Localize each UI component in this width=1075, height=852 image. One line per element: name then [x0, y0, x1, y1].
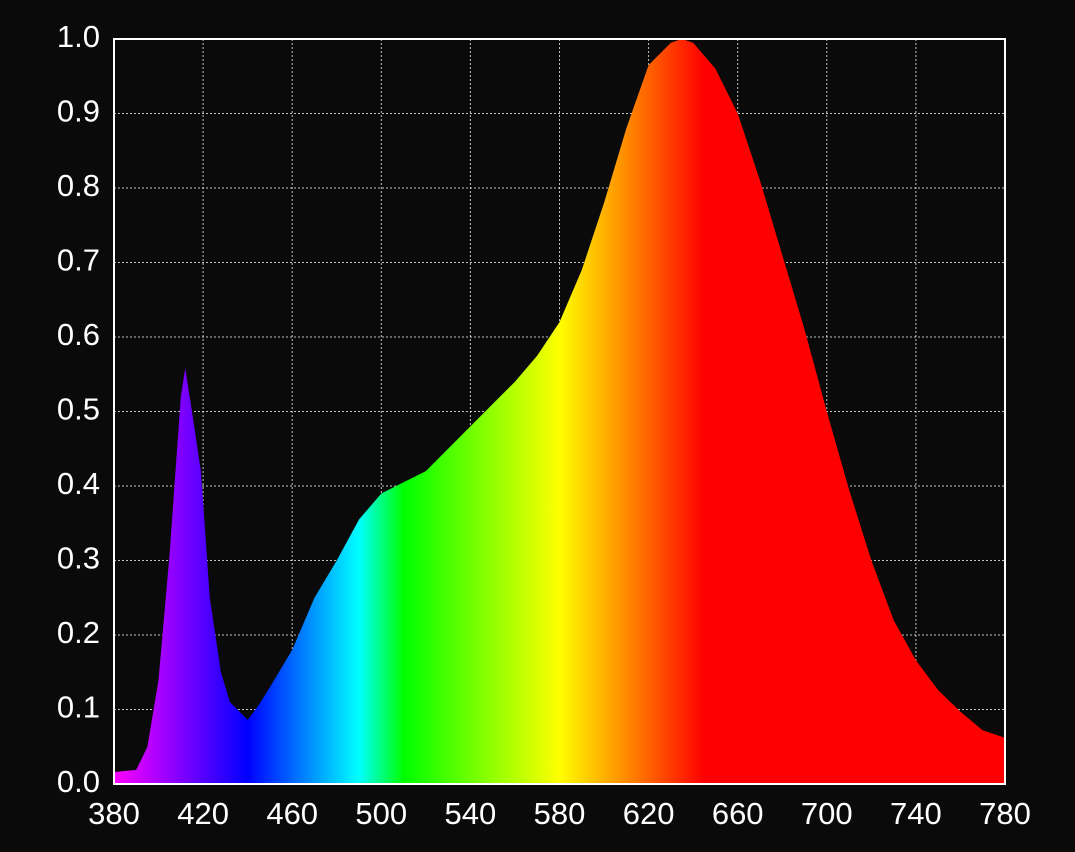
x-tick-label: 700: [801, 796, 853, 831]
x-tick-label: 460: [266, 796, 318, 831]
x-tick-label: 780: [979, 796, 1031, 831]
x-tick-label: 500: [355, 796, 407, 831]
y-tick-label: 0.0: [57, 764, 100, 799]
y-tick-label: 0.9: [57, 94, 100, 129]
x-tick-label: 620: [623, 796, 675, 831]
y-tick-label: 0.3: [57, 541, 100, 576]
y-tick-label: 0.5: [57, 392, 100, 427]
x-tick-label: 540: [445, 796, 497, 831]
x-tick-label: 420: [177, 796, 229, 831]
y-tick-label: 0.7: [57, 243, 100, 278]
axis-labels: 0.0 0.1 0.2 0.3 0.4 0.5 0.6 0.7 0.8 0.9 1.0 380 420 4…: [57, 19, 1031, 831]
plot-frame: [113, 38, 1006, 785]
y-tick-label: 0.1: [57, 690, 100, 725]
y-tick-label: 0.8: [57, 168, 100, 203]
y-tick-label: 0.2: [57, 615, 100, 650]
x-tick-label: 380: [88, 796, 140, 831]
y-tick-label: 1.0: [57, 19, 100, 54]
x-tick-label: 660: [712, 796, 764, 831]
plot-area: [114, 39, 1005, 784]
y-tick-label: 0.6: [57, 317, 100, 352]
spectrum-area: [114, 39, 1005, 784]
x-tick-label: 580: [534, 796, 586, 831]
y-tick-label: 0.4: [57, 466, 100, 501]
x-tick-label: 740: [890, 796, 942, 831]
